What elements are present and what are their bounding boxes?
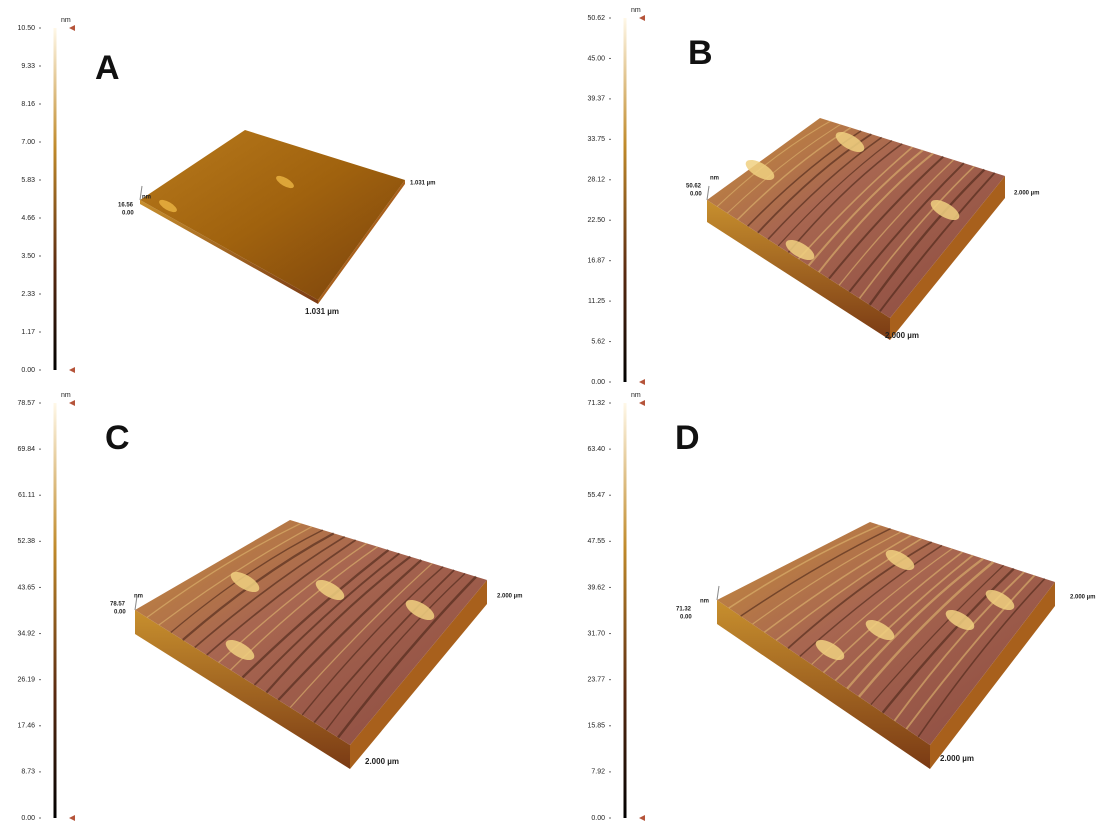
- scale-tick-label: 52.38: [17, 538, 35, 545]
- front-extent: 2.000 µm: [365, 757, 399, 766]
- scale-tick-label: 5.83: [21, 177, 35, 184]
- scale-marker: [69, 815, 75, 821]
- scale-marker: [639, 400, 645, 406]
- scale-tick-label: 47.55: [587, 538, 605, 545]
- scale-unit: nm: [631, 392, 641, 399]
- panel-label: B: [688, 34, 713, 72]
- color-scale: [624, 18, 627, 382]
- side-extent: 1.031 µm: [410, 181, 435, 187]
- scale-tick-label: 50.62: [587, 15, 605, 22]
- scale-tick-label: 8.73: [21, 769, 35, 776]
- scale-tick-label: 33.75: [587, 136, 605, 143]
- scale-tick-label: 34.92: [17, 630, 35, 637]
- scale-tick-label: 63.40: [587, 446, 605, 453]
- panel-label: A: [95, 49, 120, 87]
- surface-min: 0.00: [680, 615, 692, 621]
- scale-tick-label: 17.46: [17, 723, 35, 730]
- surface-unit: nm: [134, 594, 143, 600]
- surface-min: 0.00: [114, 610, 126, 616]
- scale-tick-label: 8.16: [21, 101, 35, 108]
- scale-marker: [639, 815, 645, 821]
- surface-min: 0.00: [122, 211, 134, 217]
- scale-tick-label: 11.25: [588, 298, 605, 305]
- scale-tick-label: 0.00: [591, 815, 605, 822]
- front-extent: 2.000 µm: [885, 331, 919, 340]
- scale-tick-label: 0.00: [21, 815, 35, 822]
- scale-unit: nm: [61, 17, 71, 24]
- scale-marker: [639, 15, 645, 21]
- scale-tick-label: 71.32: [587, 400, 605, 407]
- scale-tick-label: 22.50: [587, 217, 605, 224]
- surface-unit: nm: [710, 176, 719, 182]
- color-scale: [54, 403, 57, 818]
- side-extent: 2.000 µm: [1014, 191, 1039, 197]
- scale-tick-label: 45.00: [587, 55, 605, 62]
- scale-tick-label: 0.00: [591, 379, 605, 386]
- color-scale: [54, 28, 57, 370]
- scale-tick-label: 2.33: [21, 291, 35, 298]
- scale-marker: [69, 367, 75, 373]
- scale-tick-label: 26.19: [17, 677, 35, 684]
- scale-tick-label: 7.00: [21, 139, 35, 146]
- scale-tick-label: 61.11: [18, 492, 35, 499]
- scale-marker: [69, 25, 75, 31]
- surface-max: 50.62: [686, 184, 702, 190]
- height-axis: [717, 586, 719, 600]
- scale-marker: [639, 379, 645, 385]
- scale-tick-label: 31.70: [587, 630, 605, 637]
- height-axis: [707, 186, 709, 200]
- scale-tick-label: 23.77: [587, 677, 605, 684]
- scale-tick-label: 16.87: [587, 258, 605, 265]
- panel-label: D: [675, 419, 700, 457]
- side-extent: 2.000 µm: [497, 594, 522, 600]
- color-scale: [624, 403, 627, 818]
- scale-marker: [69, 400, 75, 406]
- scale-tick-label: 78.57: [17, 400, 35, 407]
- scale-tick-label: 3.50: [21, 253, 35, 260]
- scale-tick-label: 43.65: [17, 584, 35, 591]
- scale-unit: nm: [61, 392, 71, 399]
- panel-label: C: [105, 419, 130, 457]
- surface-unit: nm: [142, 195, 151, 201]
- scale-tick-label: 69.84: [17, 446, 35, 453]
- surface: [135, 520, 487, 745]
- surface-max: 78.57: [110, 602, 126, 608]
- surface-max: 71.32: [676, 607, 692, 613]
- scale-tick-label: 28.12: [587, 177, 605, 184]
- scale-tick-label: 1.17: [21, 329, 35, 336]
- scale-tick-label: 55.47: [587, 492, 605, 499]
- surface-max: 16.56: [118, 203, 134, 209]
- front-extent: 1.031 µm: [305, 307, 339, 316]
- surface-unit: nm: [700, 599, 709, 605]
- scale-tick-label: 9.33: [21, 63, 35, 70]
- scale-tick-label: 39.37: [587, 96, 605, 103]
- front-extent: 2.000 µm: [940, 754, 974, 763]
- scale-tick-label: 10.50: [17, 25, 35, 32]
- scale-tick-label: 5.62: [591, 338, 605, 345]
- scale-tick-label: 15.85: [587, 723, 605, 730]
- scale-tick-label: 7.92: [591, 769, 605, 776]
- scale-tick-label: 0.00: [21, 367, 35, 374]
- scale-tick-label: 39.62: [587, 584, 605, 591]
- side-extent: 2.000 µm: [1070, 595, 1095, 601]
- scale-unit: nm: [631, 7, 641, 14]
- figure: Anm 10.50 9.33 8.16 7.00 5.83 4.66 3.50 2.33 1.17…: [0, 0, 1099, 830]
- scale-tick-label: 4.66: [21, 215, 35, 222]
- surface-min: 0.00: [690, 192, 702, 198]
